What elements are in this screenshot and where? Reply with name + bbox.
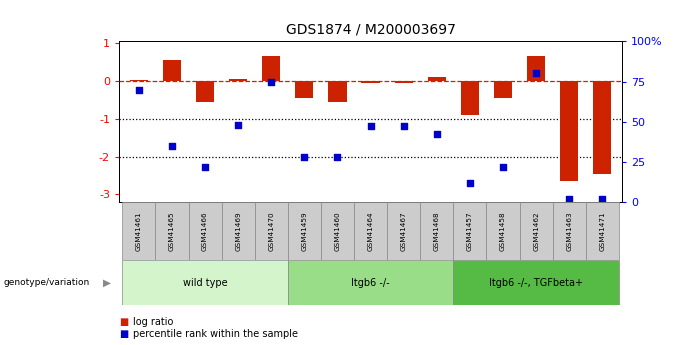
Text: GSM41469: GSM41469: [235, 211, 241, 251]
Bar: [593, 81, 611, 174]
Point: [266, 79, 277, 84]
Point: [200, 164, 211, 169]
Bar: [295, 81, 313, 98]
Point: [530, 71, 541, 76]
Text: GSM41466: GSM41466: [202, 211, 208, 251]
Text: GSM41470: GSM41470: [269, 211, 274, 251]
Text: log ratio: log ratio: [133, 317, 173, 326]
Bar: [494, 81, 512, 98]
Bar: [520, 202, 553, 260]
Text: GSM41460: GSM41460: [335, 211, 341, 251]
Text: GSM41462: GSM41462: [533, 211, 539, 251]
Point: [167, 143, 177, 148]
Bar: [394, 81, 413, 83]
Point: [398, 124, 409, 129]
Point: [133, 87, 144, 92]
Bar: [585, 202, 619, 260]
Text: percentile rank within the sample: percentile rank within the sample: [133, 329, 298, 339]
Text: GSM41465: GSM41465: [169, 211, 175, 251]
Bar: [362, 81, 379, 83]
Point: [464, 180, 475, 185]
Text: GSM41464: GSM41464: [368, 211, 373, 251]
Bar: [387, 202, 420, 260]
Bar: [288, 202, 321, 260]
Bar: [454, 260, 619, 305]
Bar: [354, 202, 387, 260]
Point: [233, 122, 243, 128]
Bar: [328, 81, 347, 102]
Bar: [222, 202, 255, 260]
Bar: [122, 202, 156, 260]
Text: GSM41463: GSM41463: [566, 211, 573, 251]
Bar: [420, 202, 454, 260]
Text: GSM41468: GSM41468: [434, 211, 440, 251]
Bar: [262, 57, 280, 81]
Bar: [527, 57, 545, 81]
Bar: [461, 81, 479, 115]
Bar: [122, 260, 288, 305]
Text: genotype/variation: genotype/variation: [3, 278, 90, 287]
Point: [498, 164, 509, 169]
Bar: [188, 202, 222, 260]
Text: GDS1874 / M200003697: GDS1874 / M200003697: [286, 22, 456, 37]
Bar: [130, 80, 148, 81]
Text: GSM41461: GSM41461: [136, 211, 142, 251]
Text: ▶: ▶: [103, 278, 112, 288]
Bar: [454, 202, 486, 260]
Text: Itgb6 -/-, TGFbeta+: Itgb6 -/-, TGFbeta+: [489, 278, 583, 288]
Text: GSM41458: GSM41458: [500, 211, 506, 251]
Text: Itgb6 -/-: Itgb6 -/-: [352, 278, 390, 288]
Bar: [428, 77, 446, 81]
Bar: [196, 81, 214, 102]
Bar: [560, 81, 578, 181]
Point: [332, 154, 343, 160]
Text: GSM41459: GSM41459: [301, 211, 307, 251]
Text: GSM41457: GSM41457: [467, 211, 473, 251]
Point: [365, 124, 376, 129]
Bar: [163, 60, 181, 81]
Point: [299, 154, 310, 160]
Point: [597, 196, 608, 201]
Bar: [553, 202, 585, 260]
Bar: [255, 202, 288, 260]
Bar: [321, 202, 354, 260]
Point: [564, 196, 575, 201]
Bar: [288, 260, 454, 305]
Text: ■: ■: [119, 317, 129, 326]
Text: GSM41467: GSM41467: [401, 211, 407, 251]
Text: GSM41471: GSM41471: [599, 211, 605, 251]
Bar: [486, 202, 520, 260]
Bar: [156, 202, 188, 260]
Bar: [229, 79, 248, 81]
Text: wild type: wild type: [183, 278, 227, 288]
Text: ■: ■: [119, 329, 129, 339]
Point: [431, 132, 442, 137]
